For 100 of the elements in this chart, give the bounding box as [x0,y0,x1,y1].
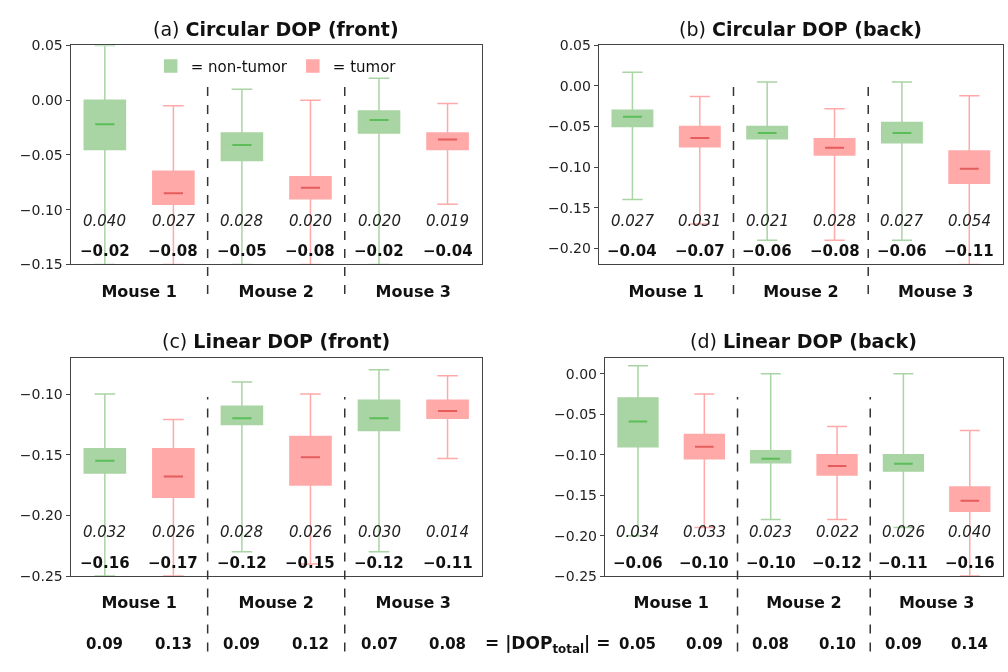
text: 0.10 [819,635,857,653]
annotation: −0.08 [810,242,860,260]
annotation: −0.08 [285,242,335,260]
x-tick-label: Mouse 1 [633,593,709,613]
text: 0.14 [951,635,989,653]
x-tick-label: Mouse 3 [897,281,974,301]
x-tick-label: Mouse 2 [238,593,314,613]
y-tick-label: −0.10 [554,446,597,463]
annotation: −0.12 [354,554,404,572]
annotation: −0.02 [80,242,130,260]
text: 0.09 [86,635,124,653]
x-tick-label: Mouse 1 [628,281,704,301]
annotation: −0.17 [148,554,198,572]
y-tick-label: 0.05 [559,37,591,54]
y-tick-label: −0.25 [554,568,597,584]
annotation: −0.11 [944,242,994,260]
text: 0.09 [223,635,261,653]
chart-title: (d) Linear DOP (back) [690,330,917,352]
chart-title: (c) Linear DOP (front) [162,330,391,352]
y-tick-label: 0.00 [559,77,591,94]
annotation: 0.026 [882,523,925,541]
annotation: 0.020 [358,212,401,230]
annotation: 0.054 [948,212,991,230]
annotation: −0.05 [217,242,267,260]
x-tick-label: Mouse 1 [101,593,177,613]
annotation: −0.04 [607,242,657,260]
text: 0.12 [292,635,330,653]
annotation: 0.028 [813,212,856,230]
y-tick-label: −0.05 [554,406,597,423]
y-tick-label: 0.00 [31,92,63,109]
annotation: 0.031 [678,212,721,230]
text: 0.08 [429,635,467,653]
y-tick-label: −0.05 [548,118,591,135]
x-tick-label: Mouse 3 [375,281,451,301]
annotation: 0.028 [220,212,263,230]
annotation: 0.021 [746,212,789,230]
annotation: −0.12 [812,554,862,572]
x-tick-label: Mouse 3 [898,593,975,613]
x-tick-label: Mouse 2 [763,281,839,301]
annotation: 0.040 [948,523,991,541]
y-tick-label: −0.15 [548,199,591,216]
y-tick-label: −0.20 [554,527,597,544]
text: 0.07 [361,635,399,653]
x-tick-label: Mouse 1 [101,281,177,301]
y-tick-label: −0.20 [548,240,591,257]
annotation: −0.07 [675,242,725,260]
legend-label: = non-tumor [190,57,288,76]
annotation: −0.06 [742,242,792,260]
annotation: −0.10 [679,554,729,572]
annotation: 0.032 [83,523,126,541]
annotation: −0.04 [423,242,473,260]
y-tick-label: −0.15 [19,446,63,463]
y-tick-label: −0.15 [19,256,63,273]
annotation: 0.027 [880,212,924,230]
y-tick-label: −0.20 [19,507,63,524]
x-tick-label: Mouse 2 [238,281,314,301]
annotation: 0.027 [152,212,196,230]
annotation: −0.02 [354,242,404,260]
text: 0.05 [619,635,657,653]
annotation: 0.026 [289,523,332,541]
x-tick-label: Mouse 3 [375,593,451,613]
annotation: 0.022 [816,523,859,541]
annotation: −0.16 [80,554,130,572]
text: 0.09 [686,635,724,653]
annotation: −0.11 [878,554,928,572]
annotation: 0.040 [83,212,126,230]
annotation: 0.014 [426,523,469,541]
annotation: 0.028 [220,523,263,541]
y-tick-label: −0.10 [19,201,63,218]
annotation: −0.16 [945,554,995,572]
annotation: −0.06 [613,554,663,572]
x-tick-label: Mouse 2 [766,593,842,613]
annotation: −0.10 [746,554,796,572]
y-tick-label: 0.00 [565,365,597,382]
annotation: −0.11 [423,554,473,572]
y-tick-label: −0.05 [19,146,63,163]
annotation: 0.020 [289,212,332,230]
text: 0.08 [752,635,790,653]
annotation: −0.15 [285,554,335,572]
chart-title: (b) Circular DOP (back) [679,18,923,40]
annotation: −0.06 [877,242,927,260]
annotation: −0.12 [217,554,267,572]
annotation: 0.023 [749,523,792,541]
annotation: 0.033 [683,523,726,541]
annotation: 0.026 [152,523,195,541]
annotation: 0.019 [426,212,469,230]
annotation: 0.027 [611,212,655,230]
y-tick-label: 0.05 [31,37,63,54]
annotation: −0.08 [148,242,198,260]
y-tick-label: −0.25 [19,568,63,584]
annotation: 0.034 [616,523,659,541]
text: 0.13 [155,635,193,653]
y-tick-label: −0.10 [548,159,591,176]
text: = |DOP$_{total}$| = [485,633,611,656]
chart-title: (a) Circular DOP (front) [153,18,399,40]
annotation: 0.030 [358,523,401,541]
y-tick-label: −0.10 [19,385,63,402]
legend-label: = tumor [332,57,397,76]
text: 0.09 [885,635,923,653]
y-tick-label: −0.15 [554,487,597,504]
